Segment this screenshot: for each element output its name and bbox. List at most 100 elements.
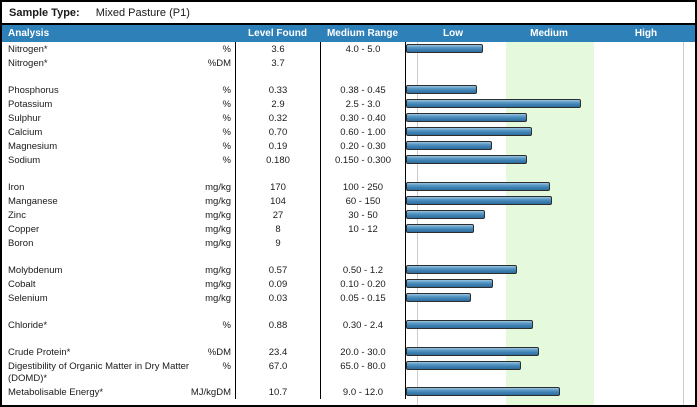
chart-cell [405,83,695,97]
analysis-cell: Calcium% [2,125,235,139]
chart-cell [405,236,695,250]
analyte-name: Potassium [8,99,53,110]
level-bar [406,113,527,122]
medium-range-cell [320,236,405,250]
table-row: Phosphorus% 0.33 0.38 - 0.45 [2,83,695,97]
level-found-cell: 8 [235,222,320,236]
analysis-cell: Boron mg/kg [2,236,235,250]
column-header-analysis: Analysis [8,28,50,39]
analyte-name: Magnesium [8,141,58,152]
analyte-name: Crude Protein* [8,347,71,358]
analyte-name: Manganese [8,196,58,207]
group-spacer [2,70,695,83]
medium-range-cell: 0.30 - 2.4 [320,318,405,332]
chart-cell [405,139,695,153]
analyte-unit: mg/kg [205,279,231,290]
column-header-high: High [634,28,658,39]
analyte-unit: % [222,113,231,124]
chart-cell [405,42,695,56]
medium-range-cell: 9.0 - 12.0 [320,385,405,399]
level-bar [406,361,521,370]
level-found-cell: 170 [235,180,320,194]
chart-cell [405,97,695,111]
analyte-name: Molybdenum [8,265,63,276]
column-header-medium-range: Medium Range [326,28,399,39]
analysis-cell: Magnesium% [2,139,235,153]
sample-type-value: Mixed Pasture (P1) [95,6,190,19]
table-row: Boron mg/kg 9 [2,236,695,250]
analysis-cell: Iron mg/kg [2,180,235,194]
level-found-cell: 10.7 [235,385,320,399]
analyte-name: Chloride* [8,320,48,331]
chart-cell [405,250,695,263]
analysis-cell: Selenium mg/kg [2,291,235,305]
analyte-unit: mg/kg [205,182,231,193]
analyte-unit: mg/kg [205,224,231,235]
level-bar [406,127,532,136]
chart-cell [405,125,695,139]
table-row: Chloride*% 0.88 0.30 - 2.4 [2,318,695,332]
column-header-medium: Medium [530,28,568,39]
analyte-unit: mg/kg [205,210,231,221]
analyte-unit: % [222,127,231,138]
table-row: Iron mg/kg 170 100 - 250 [2,180,695,194]
analyte-name: Calcium [8,127,43,138]
chart-cell [405,359,695,385]
level-found-cell [235,250,320,263]
chart-cell [405,345,695,359]
analyte-name: Copper [8,224,40,235]
level-found-cell: 0.88 [235,318,320,332]
medium-range-cell: 4.0 - 5.0 [320,42,405,56]
analyte-name: Iron [8,182,25,193]
level-found-cell: 27 [235,208,320,222]
medium-range-cell: 0.30 - 0.40 [320,111,405,125]
analysis-cell [2,305,235,318]
level-found-cell [235,70,320,83]
level-found-cell: 0.09 [235,277,320,291]
table-row: Sodium% 0.180 0.150 - 0.300 [2,153,695,167]
level-bar [406,210,485,219]
chart-cell [405,277,695,291]
analysis-cell: Digestibility of Organic Matter in Dry M… [2,359,235,385]
analysis-cell: Metabolisable Energy* MJ/kgDM [2,385,235,399]
analyte-unit: %DM [207,58,231,69]
level-bar [406,44,483,53]
analysis-cell: Nitrogen*% [2,42,235,56]
column-header-low: Low [443,28,463,39]
analyte-name: Sodium [8,155,41,166]
sample-type-bar: Sample Type: Mixed Pasture (P1) [2,2,695,25]
analysis-cell [2,70,235,83]
chart-cell [405,167,695,180]
medium-range-cell: 0.05 - 0.15 [320,291,405,305]
chart-cell [405,318,695,332]
analysis-cell: Manganese mg/kg [2,194,235,208]
chart-cell [405,111,695,125]
analyte-unit: MJ/kgDM [190,387,231,398]
table-row: Manganese mg/kg 104 60 - 150 [2,194,695,208]
medium-range-cell [320,332,405,345]
group-spacer [2,167,695,180]
level-found-cell: 0.57 [235,263,320,277]
level-bar [406,320,533,329]
level-found-cell: 2.9 [235,97,320,111]
chart-cell [405,305,695,318]
medium-range-cell: 2.5 - 3.0 [320,97,405,111]
analysis-cell: Sodium% [2,153,235,167]
group-spacer [2,250,695,263]
analyte-unit: %DM [207,347,231,358]
level-bar [406,387,560,396]
level-bar [406,85,477,94]
table-row: Zinc mg/kg 27 30 - 50 [2,208,695,222]
medium-range-cell [320,56,405,70]
analyte-unit: % [222,361,231,372]
level-found-cell: 0.19 [235,139,320,153]
level-found-cell: 104 [235,194,320,208]
medium-range-cell: 20.0 - 30.0 [320,345,405,359]
table-row: Nitrogen* %DM 3.7 [2,56,695,70]
level-found-cell [235,305,320,318]
analyte-name: Digestibility of Organic Matter in Dry M… [8,361,190,384]
chart-cell [405,153,695,167]
analyte-unit: % [222,99,231,110]
medium-range-cell: 0.38 - 0.45 [320,83,405,97]
level-bar [406,347,539,356]
